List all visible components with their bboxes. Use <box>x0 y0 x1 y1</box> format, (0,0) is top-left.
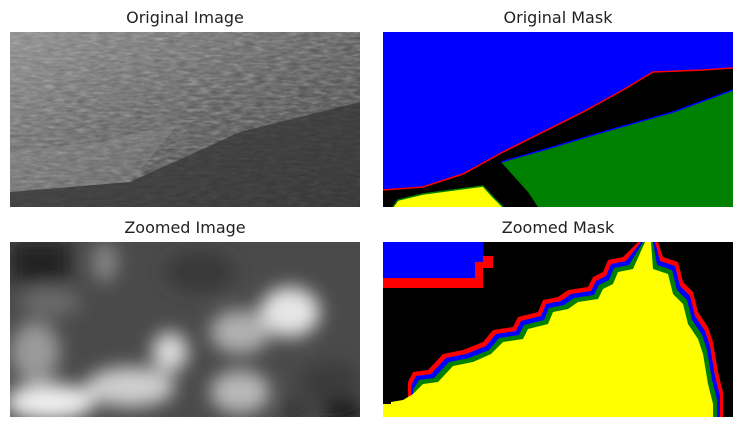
panel-title-zoomed-image: Zoomed Image <box>124 218 246 237</box>
panel-title-original-image: Original Image <box>126 8 244 27</box>
original-mask-panel <box>383 32 733 207</box>
zoomed-image <box>10 242 360 417</box>
zoomed-image-panel <box>10 242 360 417</box>
panel-title-zoomed-mask: Zoomed Mask <box>501 218 615 237</box>
zoomed-mask <box>383 242 733 417</box>
panel-title-original-mask: Original Mask <box>503 8 613 27</box>
original-mask <box>383 32 733 207</box>
zoomed-mask-panel <box>383 242 733 417</box>
original-image <box>10 32 360 207</box>
original-image-panel <box>10 32 360 207</box>
